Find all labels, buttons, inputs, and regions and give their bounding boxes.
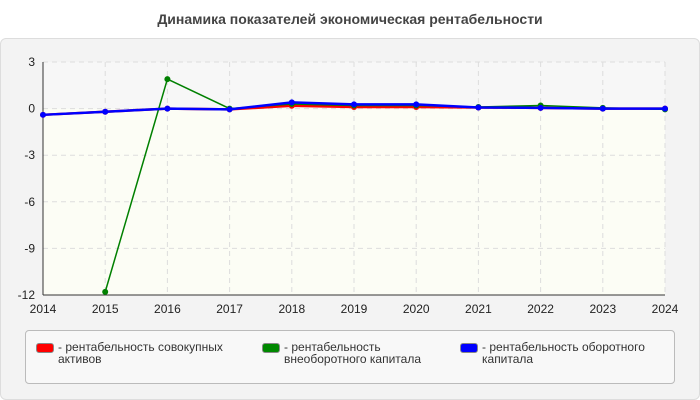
x-tick-label: 2016 <box>154 302 181 316</box>
legend-swatch <box>36 343 54 353</box>
legend-item-noncurrent: - рентабельность внеоборотного капитала <box>262 341 442 365</box>
legend: - рентабельность совокупных активов - ре… <box>25 330 675 384</box>
y-tick-label: -9 <box>24 241 35 255</box>
data-point <box>413 101 420 108</box>
x-tick-label: 2014 <box>30 302 57 316</box>
x-tick-label: 2019 <box>341 302 368 316</box>
x-tick-label: 2015 <box>92 302 119 316</box>
data-point <box>475 104 482 111</box>
y-tick-label: -6 <box>24 195 35 209</box>
data-point <box>226 106 233 113</box>
data-point <box>537 104 544 111</box>
chart-title: Динамика показателей экономическая рента… <box>157 11 543 27</box>
data-point <box>288 99 295 106</box>
data-point <box>102 288 109 295</box>
x-tick-label: 2024 <box>652 302 679 316</box>
data-point <box>40 111 46 118</box>
legend-swatch <box>460 343 478 353</box>
data-point <box>102 108 109 115</box>
y-tick-label: -3 <box>24 148 35 162</box>
x-tick-label: 2023 <box>589 302 616 316</box>
legend-swatch <box>262 343 280 353</box>
legend-label: рентабельность оборотного капитала <box>482 340 645 366</box>
legend-label: рентабельность совокупных активов <box>58 340 223 366</box>
data-point <box>351 101 357 108</box>
x-tick-label: 2020 <box>403 302 430 316</box>
x-tick-label: 2017 <box>216 302 243 316</box>
x-tick-label: 2018 <box>278 302 305 316</box>
x-tick-label: 2021 <box>465 302 492 316</box>
legend-label: рентабельность внеоборотного капитала <box>284 340 421 366</box>
legend-item-assets: - рентабельность совокупных активов <box>36 341 236 365</box>
y-tick-label: 3 <box>28 55 35 69</box>
data-point <box>599 105 606 112</box>
y-tick-label: 0 <box>28 102 35 116</box>
legend-item-current: - рентабельность оборотного капитала <box>460 341 670 365</box>
x-tick-label: 2022 <box>527 302 554 316</box>
data-point <box>662 105 668 112</box>
y-tick-label: -12 <box>18 288 36 302</box>
data-point <box>164 105 171 112</box>
data-point <box>164 76 171 83</box>
